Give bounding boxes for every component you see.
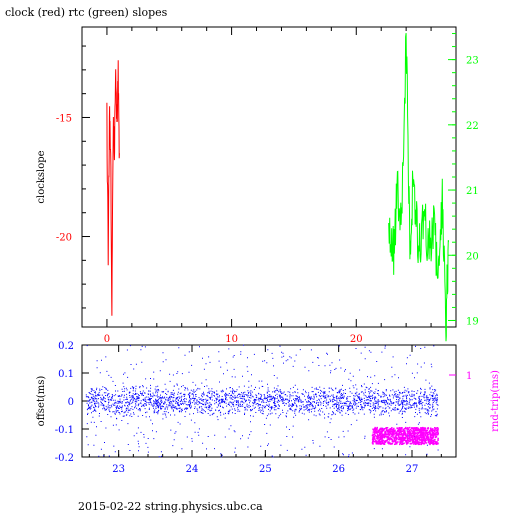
offset-scatter xyxy=(85,344,439,458)
lower-x-tick-label: 26 xyxy=(332,464,345,475)
lower-x-tick-label: 23 xyxy=(112,464,125,475)
right-y-tick-label: 22 xyxy=(466,121,479,132)
upper-ylabel: clockslope xyxy=(36,150,47,203)
right-y-tick-label: 23 xyxy=(466,56,479,67)
right-y-tick-label: 20 xyxy=(466,251,479,262)
rtc-series-line xyxy=(388,33,449,342)
lower-ticks: 23 24 25 26 27 0.2 0.1 0 -0.1 -0.2 1 xyxy=(55,341,473,475)
upper-panel-frame xyxy=(81,26,457,328)
offset-points xyxy=(85,344,439,458)
lower-y-tick-label: 0.1 xyxy=(58,369,74,380)
lower-ylabel-right: rnd-trip(ms) xyxy=(490,370,501,432)
lower-x-tick-label: 24 xyxy=(186,464,199,475)
x-tick-label: 20 xyxy=(350,334,363,345)
x-tick-label: 0 xyxy=(104,334,110,345)
lower-y-tick-label: 0 xyxy=(68,397,74,408)
footer-text: 2015-02-22 string.physics.ubc.ca xyxy=(78,500,263,513)
lower-x-tick-label: 25 xyxy=(259,464,272,475)
lower-y-tick-label: 0.2 xyxy=(58,341,74,352)
right-y-tick-label: 19 xyxy=(466,316,479,327)
lower-ylabel: offset(ms) xyxy=(36,376,47,427)
chart-title: clock (red) rtc (green) slopes xyxy=(5,6,168,19)
upper-ticks: 0 10 20 -15 -20 19 20 21 22 23 xyxy=(56,27,479,345)
rtt-scatter xyxy=(371,426,439,446)
lower-y-tick-label: -0.1 xyxy=(55,425,74,436)
right-y-tick-label: 21 xyxy=(466,186,479,197)
y-tick-label: -15 xyxy=(56,113,72,124)
lower-y-tick-label: -0.2 xyxy=(55,453,74,464)
clock-series-line xyxy=(106,60,120,316)
y-tick-label: -20 xyxy=(56,233,72,244)
x-tick-label: 10 xyxy=(225,334,238,345)
lower-x-tick-label: 27 xyxy=(406,464,419,475)
rtt-points xyxy=(371,426,439,446)
lower-right-tick-label: 1 xyxy=(466,371,472,382)
